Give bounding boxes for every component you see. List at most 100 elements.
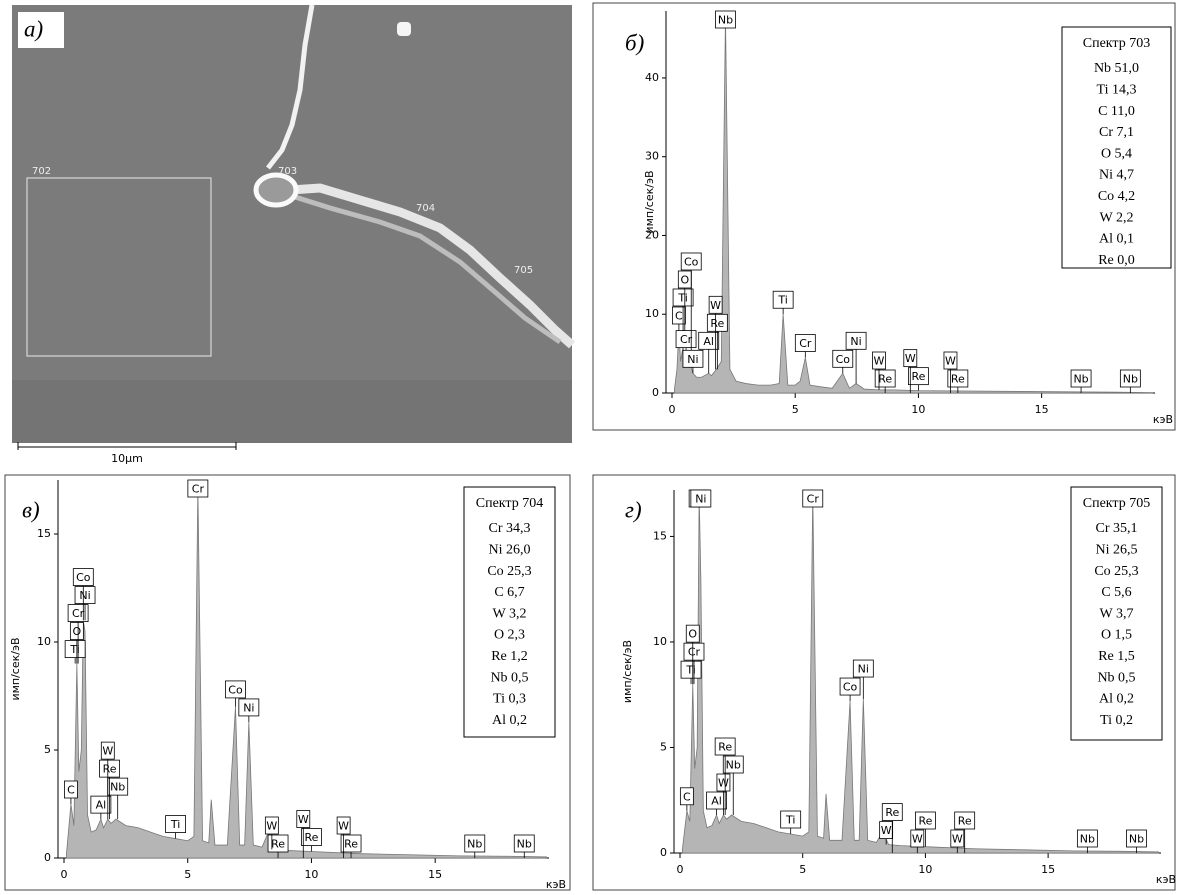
peak-label: Al bbox=[703, 335, 714, 348]
legend-item: O 2,3 bbox=[494, 628, 525, 643]
crack bbox=[266, 4, 315, 170]
y-axis-label: имп/сек/эВ bbox=[621, 640, 634, 703]
legend-item: Co 25,3 bbox=[1094, 564, 1138, 579]
spectrum bbox=[682, 494, 1159, 854]
peak-label: Co bbox=[76, 571, 91, 584]
legend-item: Co 4,2 bbox=[1098, 189, 1135, 204]
peak-label-box bbox=[238, 698, 260, 717]
peak-label: Re bbox=[344, 838, 358, 851]
peak-label-box bbox=[90, 795, 112, 814]
peak-label: Ni bbox=[687, 353, 698, 366]
peak-label: Nb bbox=[726, 759, 741, 772]
legend-item: Ti 14,3 bbox=[1097, 83, 1137, 98]
y-tick-label: 10 bbox=[653, 635, 667, 648]
peak-label-box bbox=[706, 313, 728, 332]
peak-label-box bbox=[780, 810, 802, 829]
peak-label-box bbox=[1076, 829, 1098, 848]
peak-label-box bbox=[69, 622, 84, 640]
legend-item: Cr 35,1 bbox=[1096, 521, 1138, 536]
legend-item: Ti 0,2 bbox=[1100, 713, 1133, 728]
peak-label: Ni bbox=[850, 335, 861, 348]
y-tick-label: 30 bbox=[645, 150, 659, 163]
peak-label-box bbox=[340, 834, 362, 853]
peak-label-box bbox=[715, 10, 736, 29]
peak-label-box bbox=[336, 816, 351, 835]
peak-label-box bbox=[954, 811, 976, 830]
peak-label: W bbox=[298, 813, 309, 826]
peak-label-box bbox=[908, 367, 929, 386]
peak-label-box bbox=[683, 642, 705, 661]
x-tick-label: 10 bbox=[304, 868, 318, 881]
peak-label: Nb bbox=[1129, 833, 1144, 846]
peak-label: Co bbox=[684, 255, 699, 268]
peak-label-box bbox=[267, 834, 289, 853]
peak-label: W bbox=[874, 355, 885, 368]
peak-label: Re bbox=[958, 815, 972, 828]
peak-label: W bbox=[710, 299, 721, 312]
peak-label: W bbox=[945, 355, 956, 368]
peak-label: Re bbox=[103, 763, 117, 776]
peak-label: Cr bbox=[807, 493, 820, 506]
peak-label-box bbox=[722, 755, 744, 774]
peak-label-box bbox=[680, 252, 702, 271]
x-tick-label: 0 bbox=[61, 868, 68, 881]
peak-label: Ti bbox=[170, 818, 180, 831]
spectrum-panel: 0 5 10 15051015TiCOCrNiCoAlNbReWTiCrNiCoReW… bbox=[4, 474, 571, 891]
legend-item: Ti 0,3 bbox=[493, 692, 526, 707]
region-label: 702 bbox=[32, 166, 51, 177]
spectrum bbox=[66, 486, 547, 859]
legend-item: Re 1,5 bbox=[1098, 649, 1135, 664]
peak-label: Re bbox=[878, 373, 892, 386]
peak-label-box bbox=[839, 677, 861, 696]
legend-item: Nb 0,5 bbox=[490, 670, 528, 685]
peak-label-box bbox=[64, 780, 78, 799]
region-label: 705 bbox=[514, 265, 533, 276]
peak-label-box bbox=[301, 828, 322, 846]
peak-label-box bbox=[672, 306, 686, 325]
y-tick-label: 5 bbox=[660, 740, 667, 753]
peak-label: Nb bbox=[517, 838, 532, 851]
peak-label-box bbox=[464, 834, 486, 853]
peak-label-box bbox=[1070, 369, 1092, 388]
region-label: 704 bbox=[416, 203, 435, 214]
x-tick-label: 10 bbox=[918, 863, 932, 876]
peak-label-box bbox=[706, 791, 727, 810]
peak-label: Cr bbox=[192, 483, 205, 496]
peak-label-box bbox=[772, 290, 794, 309]
panel-label-box bbox=[18, 12, 64, 48]
legend-item: W 3,7 bbox=[1100, 606, 1134, 621]
peak-label: Nb bbox=[718, 14, 733, 27]
y-tick-label: 20 bbox=[645, 228, 659, 241]
peak-label-box bbox=[672, 288, 694, 307]
peak-label: Al bbox=[711, 795, 722, 808]
peak-label: Cr bbox=[680, 333, 693, 346]
peak-label: Co bbox=[843, 681, 858, 694]
peak-label: W bbox=[266, 820, 277, 833]
peak-label-box bbox=[64, 640, 86, 658]
x-tick-label: 10 bbox=[911, 403, 925, 416]
legend-item: W 3,2 bbox=[493, 606, 527, 621]
particle bbox=[397, 22, 411, 36]
peak-label: W bbox=[952, 833, 963, 846]
sem-shade bbox=[12, 380, 572, 443]
peak-label-box bbox=[832, 349, 854, 368]
peak-label-box bbox=[915, 811, 936, 830]
legend-item: Al 0,2 bbox=[1099, 692, 1134, 707]
peak-label-box bbox=[513, 834, 535, 853]
spectrum-panel: 0 5 10 15 0 10 20 30 40 C Ti O Cr Co Ni Al Re W Nb Ti Cr Co Ni… bbox=[592, 2, 1176, 431]
legend-item: Re 1,2 bbox=[491, 649, 528, 664]
peak-label-box bbox=[872, 351, 886, 370]
peak-label: Re bbox=[271, 838, 285, 851]
x-tick-label: 0 bbox=[677, 863, 684, 876]
peak-label-box bbox=[680, 660, 702, 679]
legend-item: Ni 4,7 bbox=[1099, 168, 1134, 183]
peak-label: C bbox=[67, 784, 75, 797]
sem-image bbox=[12, 5, 572, 443]
x-tick-label: 5 bbox=[799, 863, 806, 876]
peak-label: Re bbox=[918, 815, 932, 828]
peak-label-box bbox=[99, 759, 120, 778]
peak-label-box bbox=[74, 586, 96, 604]
legend-item: Ni 26,0 bbox=[489, 543, 531, 558]
peak-label: Ni bbox=[695, 493, 706, 506]
peak-label-box bbox=[903, 349, 918, 368]
